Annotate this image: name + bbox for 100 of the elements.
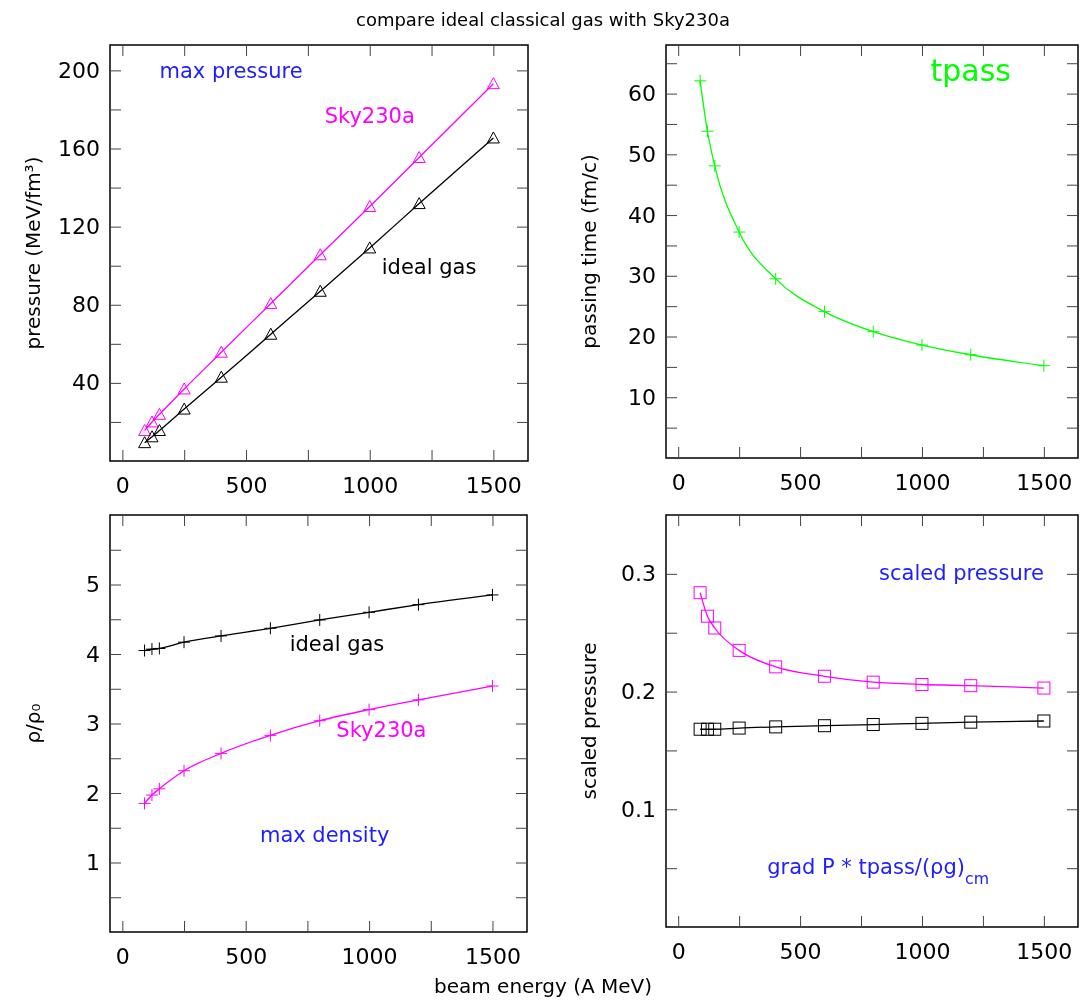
point: [486, 131, 500, 144]
point: [866, 675, 880, 689]
point: [412, 197, 426, 210]
series-label: ideal gas: [289, 631, 385, 656]
point: [915, 338, 929, 352]
point: [138, 424, 152, 437]
y-tick-label: 80: [72, 292, 100, 318]
point: [693, 722, 707, 736]
point: [145, 415, 159, 428]
x-tick-label: 500: [779, 469, 822, 495]
x-tick-label: 1000: [341, 943, 398, 969]
y-tick-label: 40: [628, 202, 656, 228]
point: [177, 382, 191, 395]
y-tick-label: 0.2: [621, 679, 656, 705]
series-label: Sky230a: [324, 104, 415, 129]
point: [138, 436, 152, 449]
point: [817, 719, 831, 733]
x-tick-label: 0: [671, 938, 686, 964]
point: [152, 407, 166, 420]
point: [214, 345, 228, 358]
y-tick-label: 30: [628, 263, 656, 289]
point: [732, 643, 746, 657]
y-tick-label: 2: [86, 780, 100, 806]
point: [700, 124, 714, 138]
y-tick-label: 200: [58, 57, 100, 83]
point: [700, 722, 714, 736]
point: [708, 621, 722, 635]
point: [817, 305, 831, 319]
point: [964, 679, 978, 693]
point: [1037, 359, 1051, 373]
y-tick-label: 120: [58, 214, 100, 240]
y-tick-label: 0.3: [621, 561, 656, 587]
point: [708, 722, 722, 736]
y-tick-label: 60: [628, 81, 656, 107]
series-label: Sky230a: [336, 718, 427, 743]
point: [363, 241, 377, 254]
y-axis-title: passing time (fm/c): [577, 154, 601, 349]
annotation: grad P * tpass/(ρg)$_{cm}$: [767, 855, 989, 888]
y-tick-label: 1: [86, 850, 100, 876]
point: [915, 678, 929, 692]
y-tick-label: 50: [628, 141, 656, 167]
x-tick-label: 500: [225, 472, 268, 498]
x-tick-label: 1500: [464, 943, 521, 969]
point: [915, 716, 929, 730]
x-tick-label: 1000: [342, 472, 399, 498]
x-tick-label: 1000: [894, 938, 951, 964]
point: [732, 225, 746, 239]
point: [152, 424, 166, 437]
point: [708, 159, 722, 173]
point: [769, 272, 783, 286]
x-tick-label: 1000: [894, 469, 951, 495]
point: [769, 660, 783, 674]
y-tick-label: 5: [86, 572, 100, 598]
point: [177, 402, 191, 415]
annotation: scaled pressure: [879, 560, 1044, 585]
point: [313, 248, 327, 261]
point: [817, 669, 831, 683]
y-tick-label: 0.1: [621, 796, 656, 822]
point: [363, 200, 377, 213]
x-tick-label: 1500: [1016, 469, 1073, 495]
point: [264, 297, 278, 310]
point: [700, 609, 714, 623]
x-tick-label: 1500: [1016, 938, 1073, 964]
point: [693, 586, 707, 600]
annotation: max pressure: [159, 59, 303, 84]
y-tick-label: 10: [628, 384, 656, 410]
x-tick-label: 0: [671, 469, 686, 495]
point: [769, 720, 783, 734]
y-tick-label: 4: [86, 641, 100, 667]
series-label: ideal gas: [381, 254, 477, 279]
point: [693, 74, 707, 88]
x-tick-label: 1500: [465, 472, 522, 498]
y-tick-label: 160: [58, 136, 100, 162]
annotation: max density: [259, 822, 390, 847]
y-tick-label: 40: [72, 370, 100, 396]
point: [732, 721, 746, 735]
x-tick-label: 0: [115, 472, 130, 498]
point: [964, 715, 978, 729]
point: [412, 151, 426, 163]
point: [486, 77, 500, 90]
y-tick-label: 3: [86, 711, 100, 737]
x-axis-title: beam energy (A MeV): [433, 974, 653, 998]
point: [1037, 681, 1051, 695]
point: [264, 327, 278, 340]
x-tick-label: 500: [779, 938, 822, 964]
point: [866, 718, 880, 732]
point: [214, 370, 228, 383]
y-axis-title: scaled pressure: [577, 642, 601, 800]
y-axis-title: ρ/ρ₀: [21, 703, 45, 744]
point: [313, 284, 327, 297]
point: [1037, 714, 1051, 728]
text: tpass: [930, 53, 1011, 89]
y-tick-label: 20: [628, 324, 656, 350]
y-axis-title: pressure (MeV/fm³): [21, 156, 45, 350]
point: [964, 348, 978, 362]
point: [866, 325, 880, 339]
x-tick-label: 500: [225, 943, 268, 969]
chart-title: compare ideal classical gas with Sky230a: [355, 9, 731, 30]
point: [145, 430, 159, 443]
x-tick-label: 0: [115, 943, 130, 969]
